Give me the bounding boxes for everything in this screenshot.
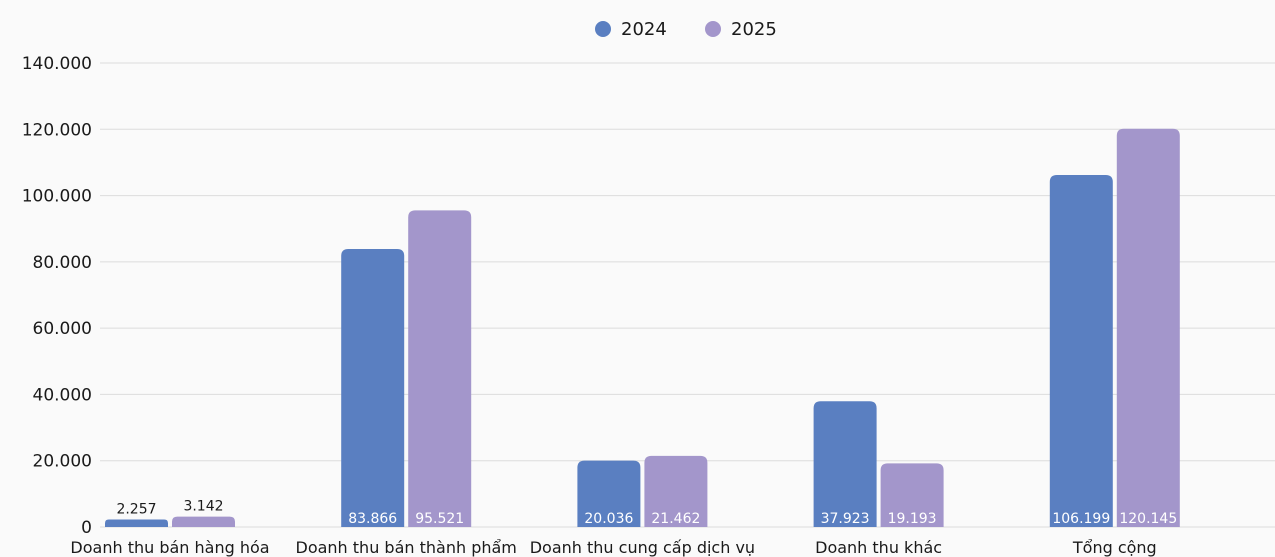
y-tick-label: 40.000 xyxy=(33,385,92,405)
y-tick-label: 100.000 xyxy=(22,187,92,207)
legend-marker-2024 xyxy=(595,21,611,37)
bar-2024-1 xyxy=(341,249,405,527)
data-label-2025-1: 95.521 xyxy=(415,511,464,527)
data-labels: 2.257 3.142 83.866 95.521 20.036 21.462 37.923… xyxy=(116,499,1177,527)
bar-2025-2 xyxy=(644,455,708,527)
bar-2024-4 xyxy=(1049,175,1113,527)
y-tick-label: 80.000 xyxy=(33,253,92,273)
bar-2024-0 xyxy=(105,519,168,527)
data-label-2024-1: 83.866 xyxy=(348,511,397,527)
data-label-2025-2: 21.462 xyxy=(651,511,700,527)
bar-2024-2 xyxy=(577,460,641,527)
bar-2025-1 xyxy=(408,210,472,527)
category-label: Doanh thu bán thành phẩm xyxy=(296,538,517,557)
data-label-2024-4: 106.199 xyxy=(1052,511,1110,527)
data-label-2025-0: 3.142 xyxy=(183,499,223,515)
bar-2025-3 xyxy=(880,463,944,527)
x-axis-categories: Doanh thu bán hàng hóa Doanh thu bán thàn… xyxy=(70,538,1156,557)
bars xyxy=(105,128,1180,527)
legend-marker-2025 xyxy=(705,21,721,37)
legend: 2024 2025 xyxy=(595,19,777,40)
bar-2025-0 xyxy=(172,516,235,527)
grid-lines xyxy=(100,62,1275,528)
y-tick-label: 140.000 xyxy=(22,54,92,74)
category-label: Doanh thu bán hàng hóa xyxy=(70,538,269,557)
legend-label-2025: 2025 xyxy=(731,19,777,40)
y-tick-label: 0 xyxy=(81,518,92,538)
data-label-2025-3: 19.193 xyxy=(888,511,937,527)
bar-2024-3 xyxy=(813,401,877,527)
category-label: Doanh thu cung cấp dịch vụ xyxy=(530,538,755,557)
legend-label-2024: 2024 xyxy=(621,19,667,40)
data-label-2024-0: 2.257 xyxy=(116,502,156,518)
category-label: Tổng cộng xyxy=(1072,538,1157,557)
data-label-2024-3: 37.923 xyxy=(821,511,870,527)
data-label-2024-2: 20.036 xyxy=(584,511,633,527)
bar-2025-4 xyxy=(1116,128,1180,527)
data-label-2025-4: 120.145 xyxy=(1119,511,1177,527)
category-label: Doanh thu khác xyxy=(815,538,942,557)
y-tick-label: 120.000 xyxy=(22,120,92,140)
y-tick-label: 20.000 xyxy=(33,452,92,472)
y-axis-ticks: 0 20.000 40.000 60.000 80.000 100.000 120.000 1… xyxy=(22,54,92,538)
y-tick-label: 60.000 xyxy=(33,319,92,339)
